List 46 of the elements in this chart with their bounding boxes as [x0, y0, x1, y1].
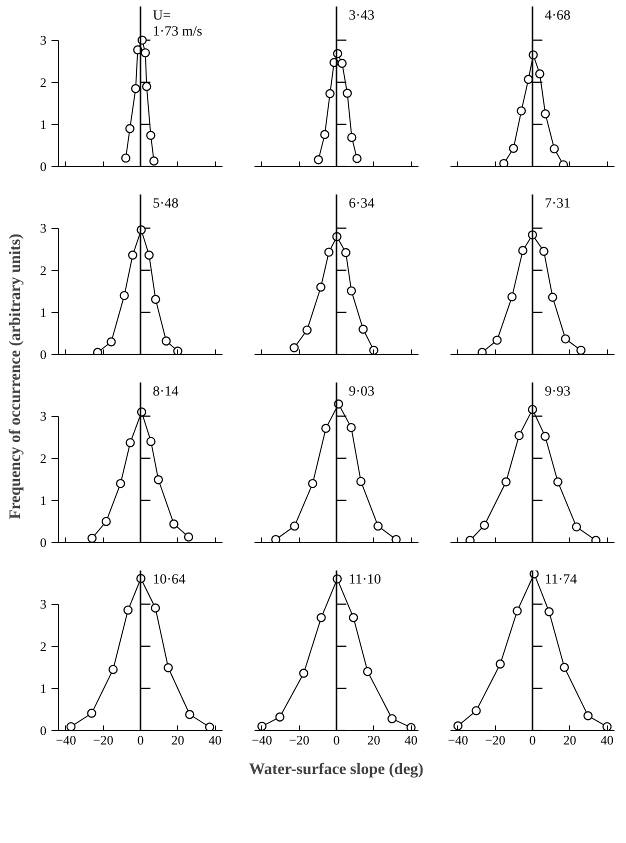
y-tick-label: 3	[40, 596, 46, 612]
annotation: 11·74	[544, 572, 577, 588]
annotation: 4·68	[544, 8, 570, 24]
y-tick-label: 0	[40, 723, 46, 738]
y-tick-label: 0	[40, 159, 46, 174]
x-tick-label: 40	[404, 732, 418, 748]
annotation: 6·34	[348, 196, 374, 212]
y-tick-label: 0	[40, 347, 46, 362]
y-axis-title: Frequency of occurrence (arbitrary units)	[7, 234, 24, 520]
annotation: 5·48	[152, 196, 178, 212]
y-tick-label: 2	[40, 450, 46, 466]
y-tick-label: 1	[40, 116, 46, 132]
annotation: 10·64	[152, 572, 186, 588]
annotation: 9·03	[348, 384, 374, 400]
y-tick-label: 3	[40, 32, 46, 48]
x-tick-label: −40	[252, 732, 272, 748]
x-tick-label: 0	[529, 732, 536, 748]
x-tick-label: −20	[485, 732, 506, 748]
x-tick-label: 40	[600, 732, 614, 748]
x-tick-label: −20	[289, 732, 310, 748]
y-tick-label: 2	[40, 638, 46, 654]
y-tick-label: 1	[40, 304, 46, 320]
x-tick-label: 0	[333, 732, 340, 748]
y-tick-label: 2	[40, 262, 46, 278]
y-tick-label: 1	[40, 492, 46, 508]
x-tick-label: 0	[137, 732, 144, 748]
annotation: 11·10	[348, 572, 381, 588]
x-tick-label: 20	[367, 732, 380, 748]
annotation: 1·73 m/s	[152, 24, 202, 40]
y-tick-label: 3	[40, 408, 46, 424]
x-tick-label: 20	[563, 732, 576, 748]
y-tick-label: 3	[40, 220, 46, 236]
annotation: U=	[152, 8, 171, 24]
x-tick-label: −40	[56, 732, 76, 748]
x-tick-label: −40	[448, 732, 468, 748]
y-tick-label: 0	[40, 535, 46, 550]
y-tick-label: 1	[40, 680, 46, 696]
annotation: 9·93	[544, 384, 570, 400]
x-axis-title: Water-surface slope (deg)	[249, 761, 424, 778]
annotation: 8·14	[152, 384, 178, 400]
x-tick-label: −20	[93, 732, 114, 748]
annotation: 7·31	[544, 196, 570, 212]
x-tick-label: 40	[208, 732, 222, 748]
y-tick-label: 2	[40, 74, 46, 90]
x-tick-label: 20	[171, 732, 184, 748]
annotation: 3·43	[348, 8, 374, 24]
